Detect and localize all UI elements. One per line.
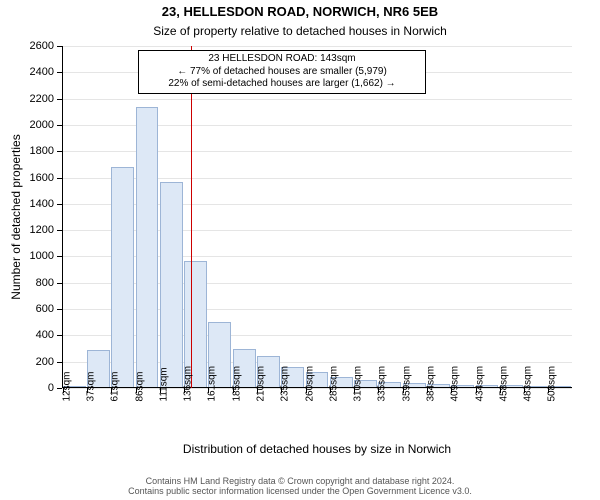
y-tick-mark [57, 151, 62, 152]
y-tick-mark [57, 283, 62, 284]
y-tick-label: 600 [24, 303, 54, 315]
annotation-line-1: 23 HELLESDON ROAD: 143sqm [143, 53, 421, 66]
chart-title-main: 23, HELLESDON ROAD, NORWICH, NR6 5EB [0, 4, 600, 19]
histogram-bar [136, 107, 159, 388]
chart-title-sub: Size of property relative to detached ho… [0, 24, 600, 38]
y-tick-label: 400 [24, 329, 54, 341]
y-tick-label: 1600 [24, 172, 54, 184]
annotation-line-3: 22% of semi-detached houses are larger (… [143, 78, 421, 91]
y-tick-mark [57, 125, 62, 126]
histogram-bar [160, 182, 183, 389]
y-tick-mark [57, 46, 62, 47]
y-tick-mark [57, 72, 62, 73]
y-tick-label: 1800 [24, 145, 54, 157]
x-axis-label: Distribution of detached houses by size … [62, 442, 572, 456]
y-tick-mark [57, 204, 62, 205]
y-tick-label: 2600 [24, 40, 54, 52]
reference-marker-line [191, 46, 192, 388]
y-axis-line [62, 46, 63, 388]
y-axis-label: Number of detached properties [9, 134, 23, 299]
y-tick-mark [57, 230, 62, 231]
y-tick-mark [57, 362, 62, 363]
annotation-box: 23 HELLESDON ROAD: 143sqm ← 77% of detac… [138, 50, 426, 94]
gridline [62, 46, 572, 47]
footer-line-1: Contains HM Land Registry data © Crown c… [0, 476, 600, 486]
footer-line-2: Contains public sector information licen… [0, 486, 600, 496]
chart-root: { "chart": { "type": "histogram", "title… [0, 0, 600, 500]
y-tick-label: 2400 [24, 66, 54, 78]
gridline [62, 99, 572, 100]
y-tick-mark [57, 335, 62, 336]
y-tick-label: 800 [24, 277, 54, 289]
y-tick-label: 2200 [24, 93, 54, 105]
y-tick-label: 1000 [24, 250, 54, 262]
y-tick-label: 1400 [24, 198, 54, 210]
y-tick-mark [57, 256, 62, 257]
y-tick-label: 200 [24, 356, 54, 368]
y-tick-label: 0 [24, 382, 54, 394]
y-tick-mark [57, 99, 62, 100]
y-tick-mark [57, 309, 62, 310]
y-tick-label: 2000 [24, 119, 54, 131]
histogram-bar [111, 167, 134, 388]
footer-attribution: Contains HM Land Registry data © Crown c… [0, 476, 600, 497]
plot-area [62, 46, 572, 388]
y-tick-label: 1200 [24, 224, 54, 236]
annotation-line-2: ← 77% of detached houses are smaller (5,… [143, 66, 421, 79]
y-tick-mark [57, 178, 62, 179]
